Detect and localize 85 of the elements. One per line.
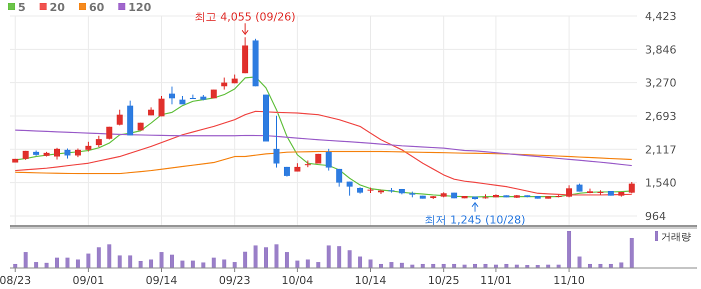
y-tick-label: 2,117 [645, 143, 676, 156]
bar [567, 231, 572, 268]
bar [96, 247, 101, 268]
bar [389, 262, 394, 268]
bar [138, 260, 143, 268]
bar [128, 255, 132, 268]
bar [160, 252, 164, 268]
bar [316, 262, 320, 268]
x-tick-label: 08/23 [0, 274, 32, 287]
x-tick-label: 10/04 [282, 274, 314, 287]
bar [24, 252, 28, 268]
legend-label: 120 [128, 1, 152, 14]
bar [348, 250, 352, 268]
bar [326, 245, 331, 268]
bar [619, 262, 624, 268]
bar [76, 259, 80, 268]
bar [212, 258, 216, 268]
candlestick [346, 181, 353, 196]
bar [149, 259, 154, 268]
candlestick [221, 77, 228, 90]
bar [86, 254, 90, 268]
bar [410, 264, 414, 268]
bar [222, 259, 226, 268]
candlestick [54, 147, 60, 160]
bar [65, 258, 70, 268]
candlestick [96, 135, 102, 148]
x-tick-label: 10/25 [428, 274, 460, 287]
bar [306, 259, 310, 268]
bar [264, 247, 268, 268]
bar [630, 238, 634, 268]
x-tick-label: 10/14 [354, 274, 386, 287]
candlestick [158, 95, 165, 117]
bar [358, 256, 362, 268]
candlestick [628, 181, 635, 194]
bar [462, 264, 467, 268]
candlestick [168, 86, 175, 105]
bar [34, 262, 38, 268]
x-tick-label: 11/01 [480, 274, 512, 287]
bar [180, 260, 184, 268]
bar [556, 264, 561, 268]
legend-label: 5 [18, 1, 26, 14]
bar [201, 262, 206, 268]
bar [274, 244, 278, 268]
bar [118, 255, 122, 268]
legend-label: 거래량 [661, 232, 691, 243]
candlestick [190, 94, 196, 99]
bar [295, 260, 300, 268]
bar [494, 264, 498, 268]
bar [254, 245, 258, 268]
x-tick-label: 09/01 [72, 274, 104, 287]
legend-label: 20 [50, 1, 66, 14]
candlestick [336, 168, 342, 188]
y-tick-label: 4,423 [645, 10, 676, 23]
y-tick-label: 3,846 [645, 43, 676, 56]
candlestick [273, 115, 280, 168]
candlestick [116, 109, 123, 126]
bar [232, 262, 237, 268]
candlestick [106, 126, 112, 140]
line-series [14, 130, 632, 166]
x-tick-label: 09/23 [218, 274, 251, 287]
candlestick [85, 141, 92, 152]
bar [243, 252, 248, 268]
line-series [14, 110, 632, 196]
bar [170, 254, 174, 268]
candlestick [566, 184, 572, 198]
y-tick-label: 964 [645, 210, 666, 223]
y-tick-label: 3,270 [645, 76, 676, 90]
x-tick-label: 09/14 [146, 274, 178, 287]
candlestick [326, 148, 332, 172]
legend-label: 60 [88, 1, 105, 14]
y-tick-label: 1,540 [645, 176, 676, 190]
bar [514, 264, 519, 268]
bar [578, 256, 582, 268]
y-tick-label: 2,693 [645, 110, 676, 123]
bar [107, 244, 112, 268]
x-tick-label: 11/10 [553, 274, 585, 287]
bar [284, 252, 289, 268]
bar [190, 260, 195, 268]
bar [55, 258, 60, 268]
bar [337, 246, 342, 268]
candlestick [64, 148, 70, 160]
annotation: 최고 4,055 (09/26) [194, 10, 296, 24]
bar [368, 259, 373, 268]
bar [546, 264, 550, 268]
annotation: 최저 1,245 (10/28) [424, 214, 526, 227]
